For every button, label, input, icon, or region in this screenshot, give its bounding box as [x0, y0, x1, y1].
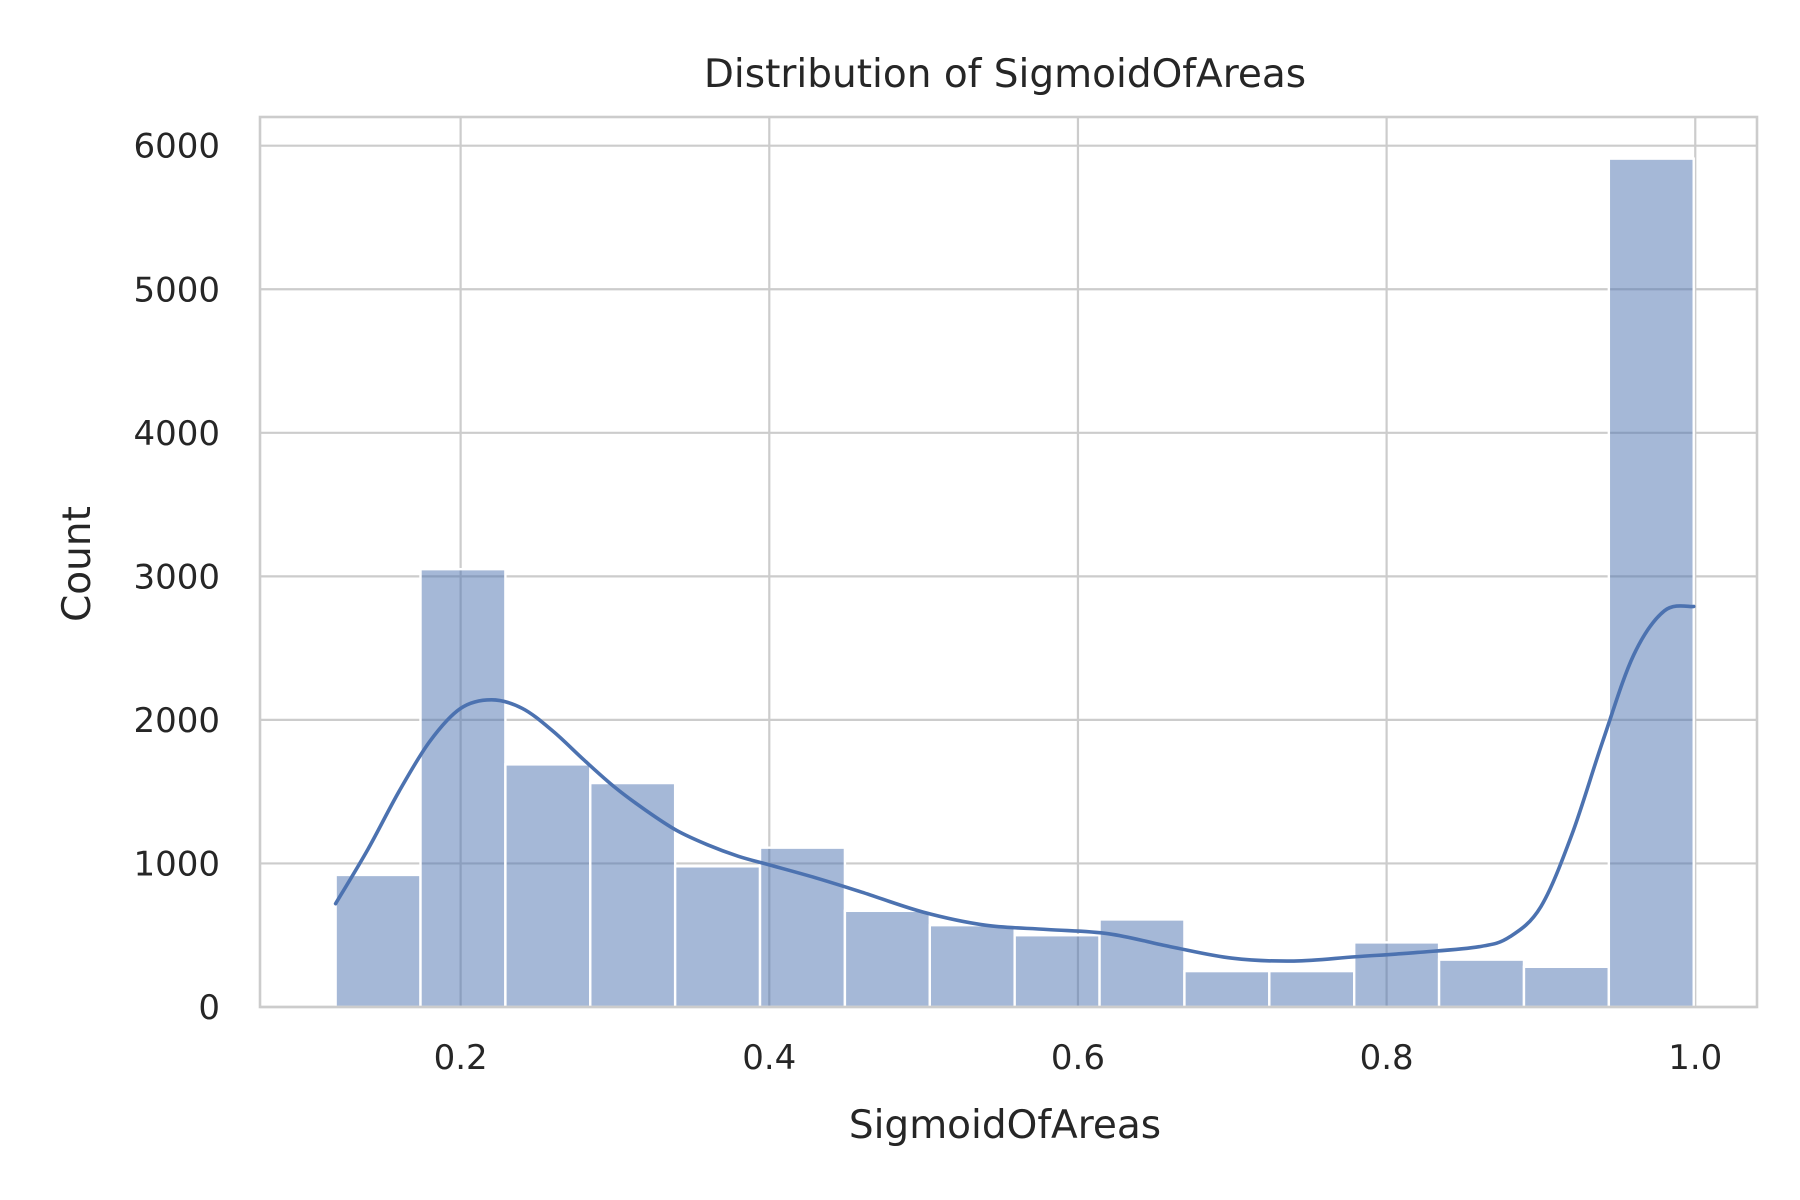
histogram-bar [1268, 969, 1356, 1009]
histogram-bar [419, 567, 507, 1009]
ticks-layer: 0 1000 2000 3000 4000 5000 6000 0.2 0.4 0.6 0.8 1.0 [133, 127, 1722, 1078]
chart-title: Distribution of SigmoidOfAreas [704, 52, 1306, 97]
y-tick-label: 0 [198, 988, 220, 1028]
bars-layer [334, 157, 1695, 1009]
plot-frame [258, 115, 1759, 1009]
y-tick-label: 1000 [133, 844, 220, 884]
histogram-bar [504, 763, 592, 1009]
y-tick-label: 2000 [133, 701, 220, 741]
frame-layer [258, 115, 1759, 1009]
y-tick-label: 4000 [133, 414, 220, 454]
x-tick-label: 0.6 [1051, 1038, 1105, 1078]
histogram-bar [1522, 965, 1611, 1009]
kde-layer [333, 604, 1696, 963]
histogram-bar [758, 846, 847, 1009]
histogram-bar [673, 865, 762, 1009]
histogram-bar [334, 873, 422, 1009]
histogram-bar [843, 909, 931, 1009]
histogram-bar [589, 781, 677, 1009]
y-tick-label: 6000 [133, 127, 220, 167]
x-tick-label: 0.2 [434, 1038, 488, 1078]
y-tick-label: 5000 [133, 270, 220, 310]
x-tick-label: 1.0 [1668, 1038, 1722, 1078]
y-tick-label: 3000 [133, 557, 220, 597]
histogram-bar [1437, 958, 1526, 1009]
x-tick-label: 0.4 [742, 1038, 796, 1078]
x-tick-label: 0.8 [1360, 1038, 1414, 1078]
y-axis-label: Count [55, 506, 100, 622]
histogram-bar [928, 923, 1016, 1009]
x-axis-label: SigmoidOfAreas [849, 1103, 1161, 1148]
histogram-bar [1183, 969, 1271, 1009]
kde-curve [333, 604, 1696, 963]
histogram-bar [1013, 934, 1101, 1009]
histogram-bar [1607, 157, 1695, 1009]
